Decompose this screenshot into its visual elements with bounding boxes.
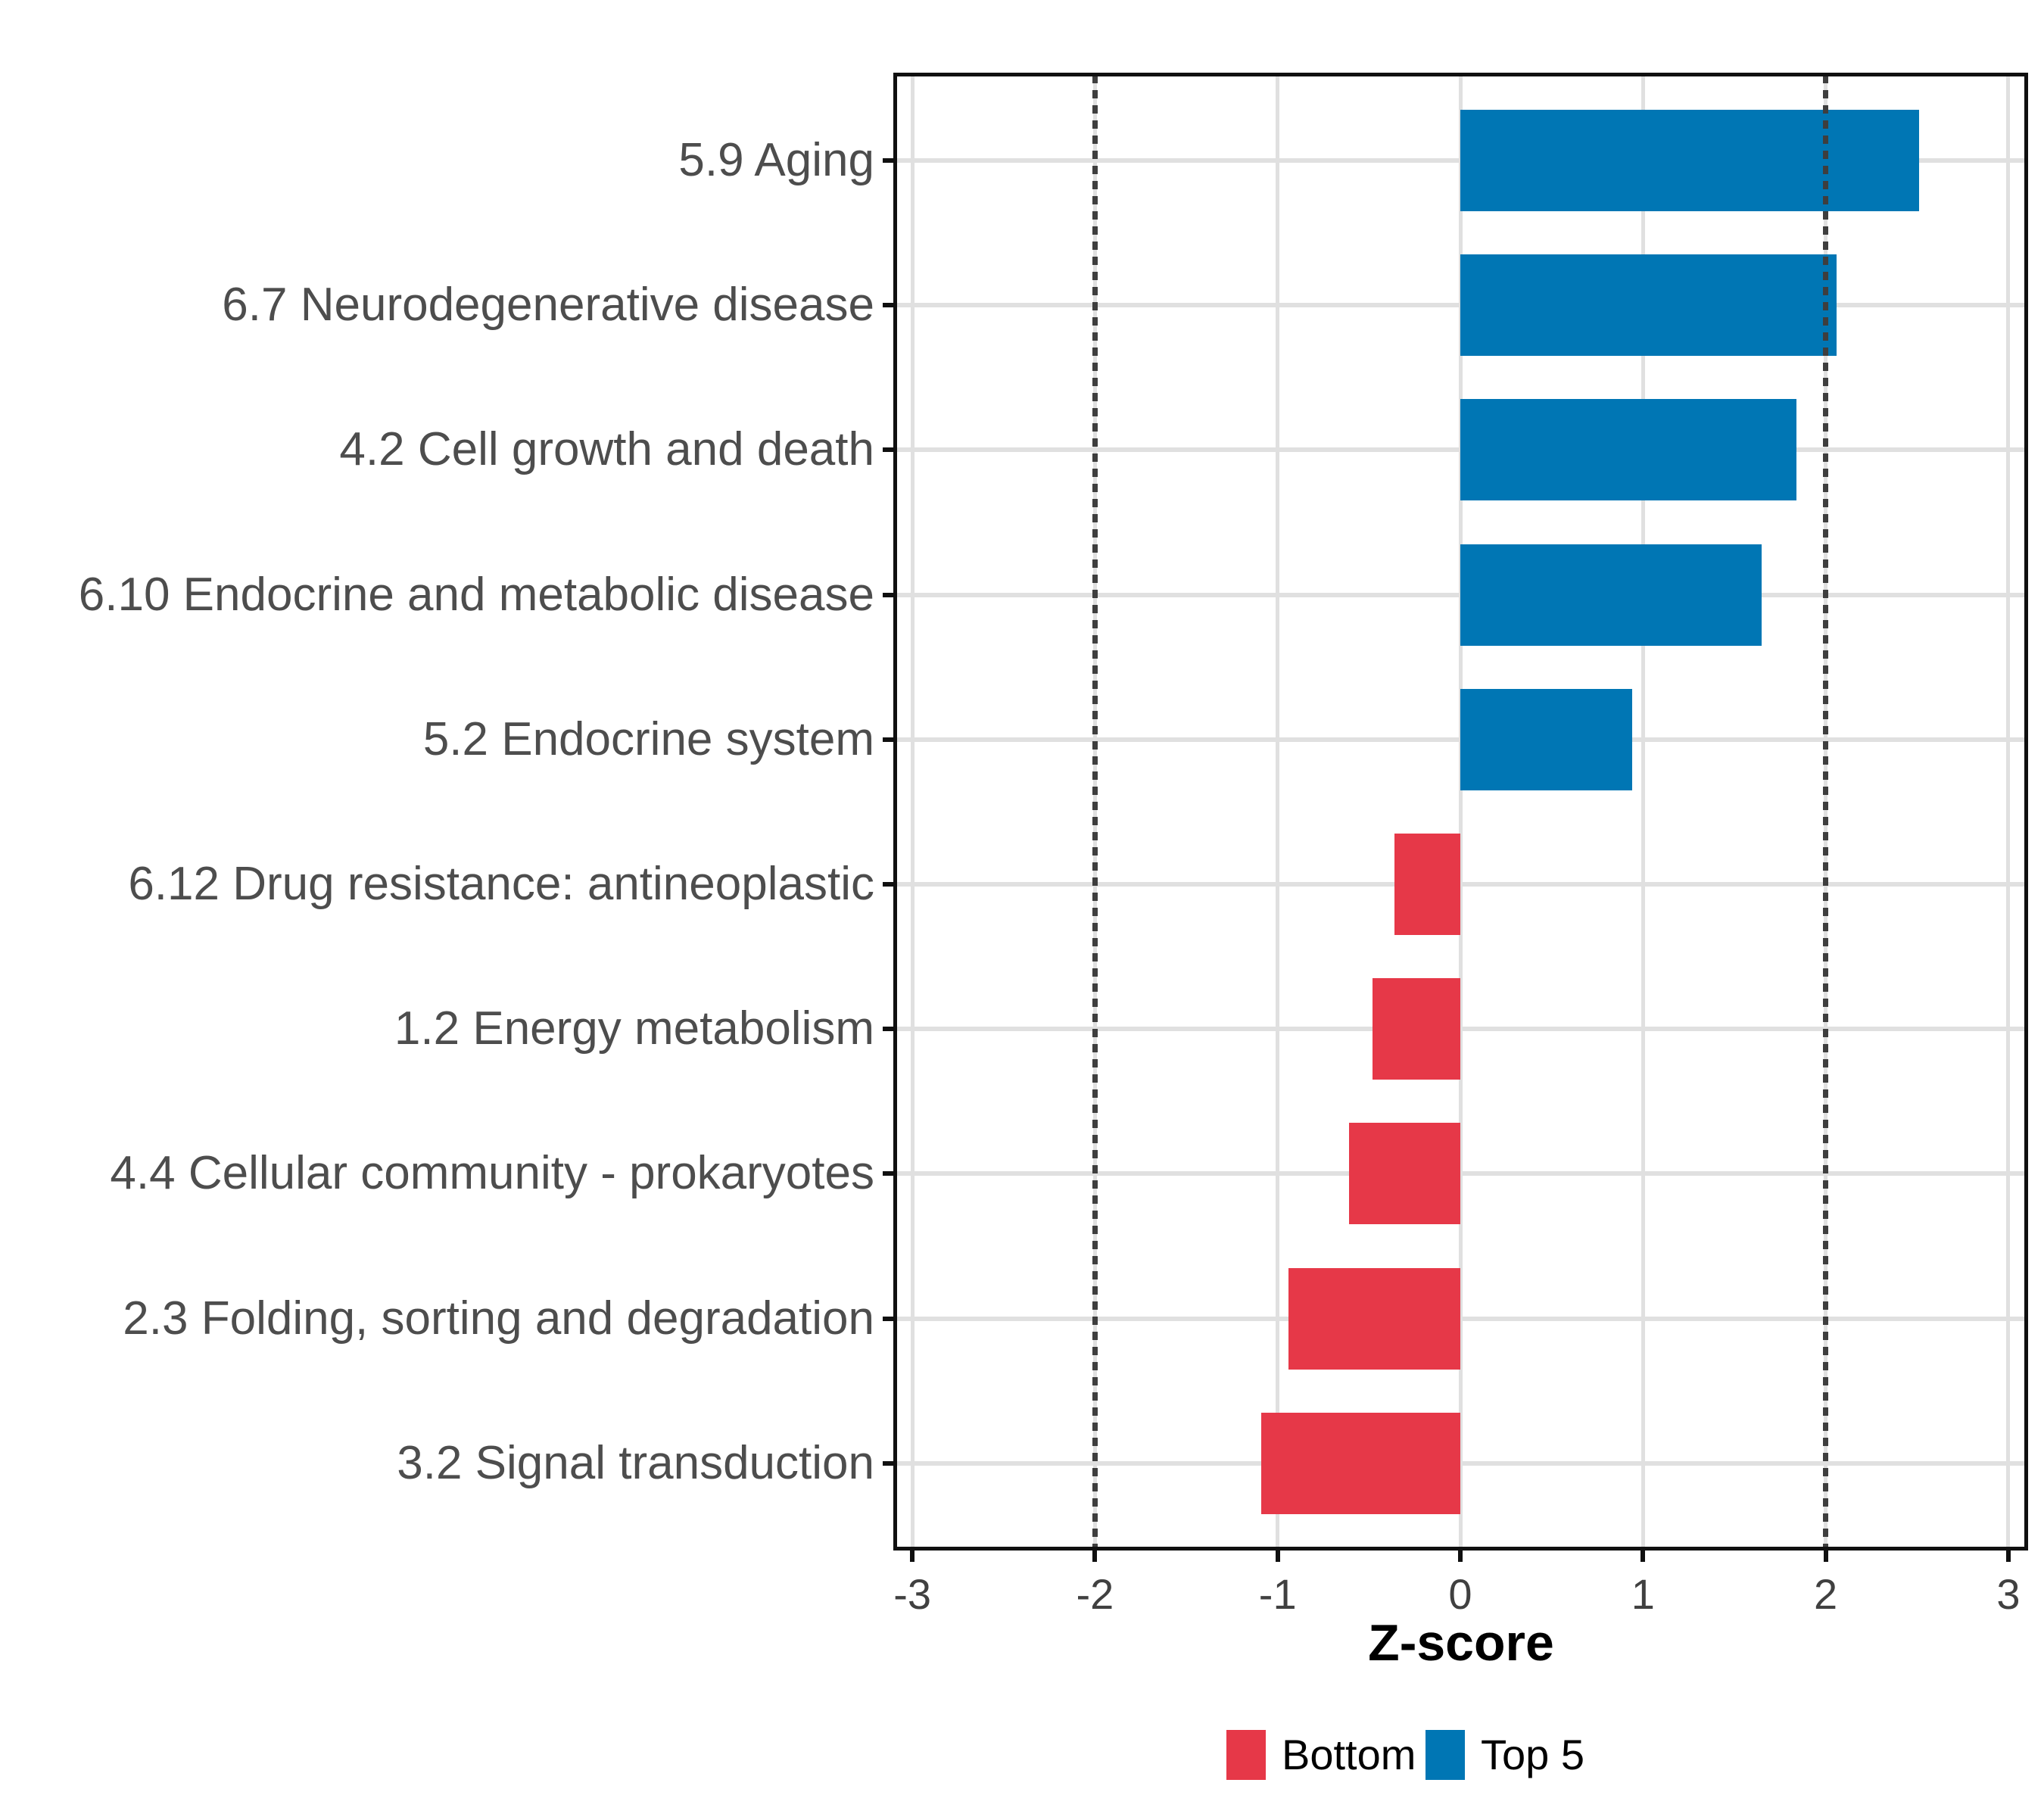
x-tick-label: 2	[1814, 1570, 1838, 1618]
legend-label: Top 5	[1481, 1731, 1584, 1778]
y-tick-mark	[883, 1316, 896, 1321]
x-tick-mark	[910, 1549, 915, 1562]
y-gridline	[896, 882, 2027, 887]
y-gridline	[896, 1171, 2027, 1177]
x-axis-title: Z-score	[1368, 1614, 1554, 1672]
legend-label: Bottom 5	[1282, 1731, 1452, 1778]
x-tick-label: 3	[1996, 1570, 2021, 1618]
y-gridline	[896, 1460, 2027, 1466]
x-gridline	[1458, 75, 1463, 1549]
y-axis-label: 6.7 Neurodegenerative disease	[222, 279, 874, 332]
reference-line	[1823, 75, 1829, 1549]
y-axis-label: 1.2 Energy metabolism	[394, 1002, 874, 1055]
legend-item: Top 5	[1426, 1730, 1584, 1780]
y-axis-label: 4.4 Cellular community - prokaryotes	[110, 1147, 874, 1200]
y-tick-mark	[883, 447, 896, 453]
y-axis-label: 6.12 Drug resistance: antineoplastic	[128, 858, 874, 910]
bar	[1460, 399, 1796, 501]
y-axis-label: 2.3 Folding, sorting and degradation	[123, 1292, 874, 1345]
plot-panel-border	[893, 73, 2028, 1551]
x-tick-mark	[1458, 1549, 1463, 1562]
x-tick-mark	[2005, 1549, 2011, 1562]
y-gridline	[896, 1316, 2027, 1321]
y-axis-label: 4.2 Cell growth and death	[339, 423, 874, 476]
x-gridline	[910, 75, 915, 1549]
x-tick-mark	[1823, 1549, 1828, 1562]
y-tick-mark	[883, 303, 896, 308]
x-gridline	[2006, 75, 2011, 1549]
bar	[1260, 1412, 1460, 1514]
legend-swatch	[1426, 1730, 1465, 1780]
y-tick-mark	[883, 737, 896, 742]
x-tick-label: 1	[1631, 1570, 1655, 1618]
x-tick-mark	[1275, 1549, 1280, 1562]
y-tick-mark	[883, 1171, 896, 1177]
x-gridline	[1276, 75, 1280, 1549]
x-tick-mark	[1640, 1549, 1646, 1562]
bar	[1460, 110, 1919, 211]
y-tick-mark	[883, 592, 896, 597]
y-axis-label: 3.2 Signal transduction	[397, 1436, 874, 1489]
bar	[1394, 834, 1460, 935]
x-tick-label: -1	[1258, 1570, 1297, 1618]
bar	[1373, 978, 1460, 1080]
y-axis-label: 5.9 Aging	[678, 134, 874, 186]
bar	[1348, 1123, 1460, 1225]
y-axis-label: 6.10 Endocrine and metabolic disease	[78, 568, 874, 621]
y-axis-label: 5.2 Endocrine system	[422, 712, 874, 765]
x-tick-label: 0	[1448, 1570, 1472, 1618]
y-gridline	[896, 1027, 2027, 1032]
bar	[1288, 1267, 1460, 1370]
x-tick-mark	[1092, 1549, 1098, 1562]
x-tick-label: -3	[893, 1570, 931, 1618]
y-tick-mark	[883, 158, 896, 163]
legend-item: Bottom 5	[1226, 1730, 1451, 1780]
y-tick-mark	[883, 1027, 896, 1032]
y-tick-mark	[883, 882, 896, 887]
legend-swatch	[1226, 1730, 1266, 1780]
bar	[1460, 688, 1632, 790]
x-tick-label: -2	[1076, 1570, 1114, 1618]
x-gridline	[1640, 75, 1645, 1549]
bar	[1460, 254, 1837, 357]
reference-line	[1092, 75, 1098, 1549]
bar	[1460, 544, 1762, 646]
y-tick-mark	[883, 1460, 896, 1466]
